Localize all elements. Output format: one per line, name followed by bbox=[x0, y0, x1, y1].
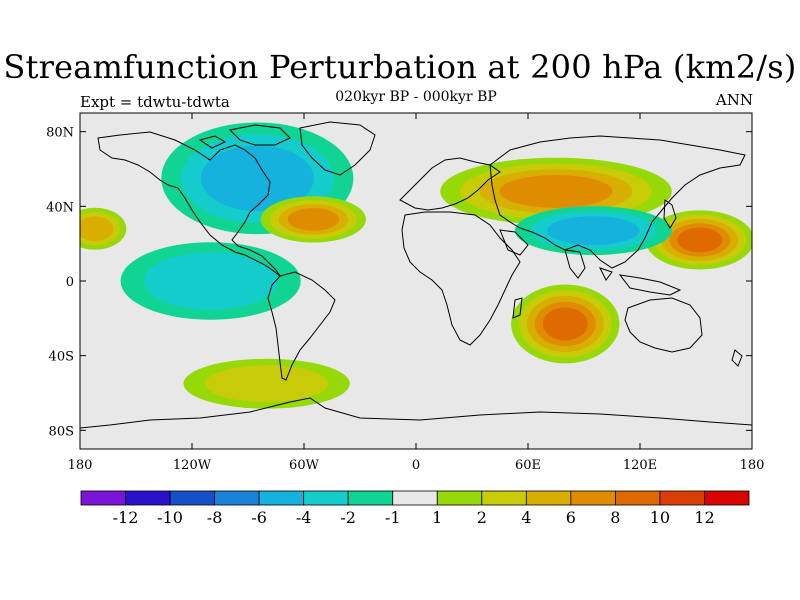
colorbar-box-7 bbox=[392, 490, 438, 506]
colorbar-label-9: 4 bbox=[521, 508, 531, 527]
x-tick-label-3: 0 bbox=[412, 458, 420, 473]
x-tick-label-6: 180 bbox=[740, 458, 765, 473]
y-tick-label-3: 40S bbox=[49, 350, 74, 365]
y-tick-label-2: 0 bbox=[66, 275, 74, 290]
coastline-antarctica bbox=[80, 397, 752, 429]
colorbar-label-7: 1 bbox=[432, 508, 442, 527]
contour-band-5-5 bbox=[542, 307, 588, 341]
coastline-arabia-india bbox=[499, 229, 586, 279]
coastline-europe bbox=[399, 157, 501, 211]
colorbar-label-8: 2 bbox=[477, 508, 487, 527]
contour-band-3-4 bbox=[287, 208, 340, 231]
x-tick-label-1: 120W bbox=[173, 458, 212, 473]
colorbar-box-5 bbox=[303, 490, 349, 506]
coastline-madagascar bbox=[512, 297, 523, 319]
colorbar-box-8 bbox=[436, 490, 483, 506]
x-tick-label-0: 180 bbox=[68, 458, 93, 473]
colorbar-box-10 bbox=[525, 490, 572, 506]
y-tick-label-1: 40N bbox=[46, 200, 74, 215]
colorbar-label-13: 12 bbox=[694, 508, 714, 527]
coastline-australia bbox=[624, 297, 703, 353]
page-title: Streamfunction Perturbation at 200 hPa (… bbox=[3, 48, 797, 86]
contour-band-7-3 bbox=[547, 216, 640, 245]
colorbar-label-0: -12 bbox=[113, 508, 139, 527]
colorbar-label-6: -1 bbox=[385, 508, 401, 527]
coastline-maritime-continent bbox=[599, 267, 682, 296]
x-tick-label-2: 60W bbox=[289, 458, 320, 473]
coastline-greenland bbox=[299, 121, 376, 176]
contour-band-2-3 bbox=[200, 145, 314, 212]
colorbar-box-1 bbox=[125, 490, 171, 506]
contour-band-9-2 bbox=[143, 252, 278, 310]
colorbar-box-9 bbox=[481, 490, 527, 506]
colorbar: -12 -10 -8 -6 -4 -2 -1 1 2 4 6 8 10 12 bbox=[80, 490, 750, 527]
contour-band-4-4 bbox=[499, 174, 613, 208]
colorbar-box-12 bbox=[615, 490, 661, 506]
coastline-arctic-islands bbox=[198, 124, 291, 149]
colorbar-label-3: -6 bbox=[251, 508, 267, 527]
colorbar-box-0 bbox=[80, 490, 126, 506]
colorbar-label-2: -8 bbox=[207, 508, 223, 527]
contour-band-8-3 bbox=[80, 216, 114, 242]
x-tick-label-4: 60E bbox=[515, 458, 541, 473]
coastline-new-zealand bbox=[731, 349, 743, 367]
period-label: 020kyr BP - 000kyr BP bbox=[335, 89, 497, 105]
colorbar-box-14 bbox=[704, 490, 750, 506]
colorbar-label-10: 6 bbox=[566, 508, 576, 527]
x-tick-label-5: 120E bbox=[623, 458, 657, 473]
coastline-africa bbox=[401, 211, 521, 346]
colorbar-box-4 bbox=[258, 490, 305, 506]
coastline-south-america bbox=[267, 271, 336, 381]
y-tick-label-0: 80N bbox=[46, 126, 74, 141]
streamfunction-field bbox=[80, 122, 752, 409]
coastline-asia bbox=[489, 135, 746, 269]
colorbar-box-13 bbox=[659, 490, 705, 506]
coastlines bbox=[80, 121, 752, 429]
experiment-label: Expt = tdwtu-tdwta bbox=[80, 93, 230, 111]
colorbar-label-12: 10 bbox=[650, 508, 670, 527]
contour-band-6-5 bbox=[677, 227, 723, 253]
colorbar-box-3 bbox=[214, 490, 260, 506]
coastline-japan bbox=[663, 199, 677, 229]
colorbar-box-2 bbox=[169, 490, 215, 506]
colorbar-label-11: 8 bbox=[610, 508, 620, 527]
colorbar-label-4: -4 bbox=[296, 508, 312, 527]
colorbar-label-5: -2 bbox=[340, 508, 356, 527]
y-tick-label-4: 80S bbox=[49, 424, 74, 439]
contour-band-10-2 bbox=[205, 365, 329, 403]
colorbar-box-6 bbox=[347, 490, 394, 506]
coastline-north-america bbox=[97, 131, 281, 277]
map-axes: 180 120W 60W 0 60E 120E 180 80N 40N 0 40S 80S bbox=[46, 113, 764, 473]
season-label: ANN bbox=[715, 91, 753, 109]
colorbar-label-1: -10 bbox=[157, 508, 183, 527]
colorbar-box-11 bbox=[570, 490, 616, 506]
